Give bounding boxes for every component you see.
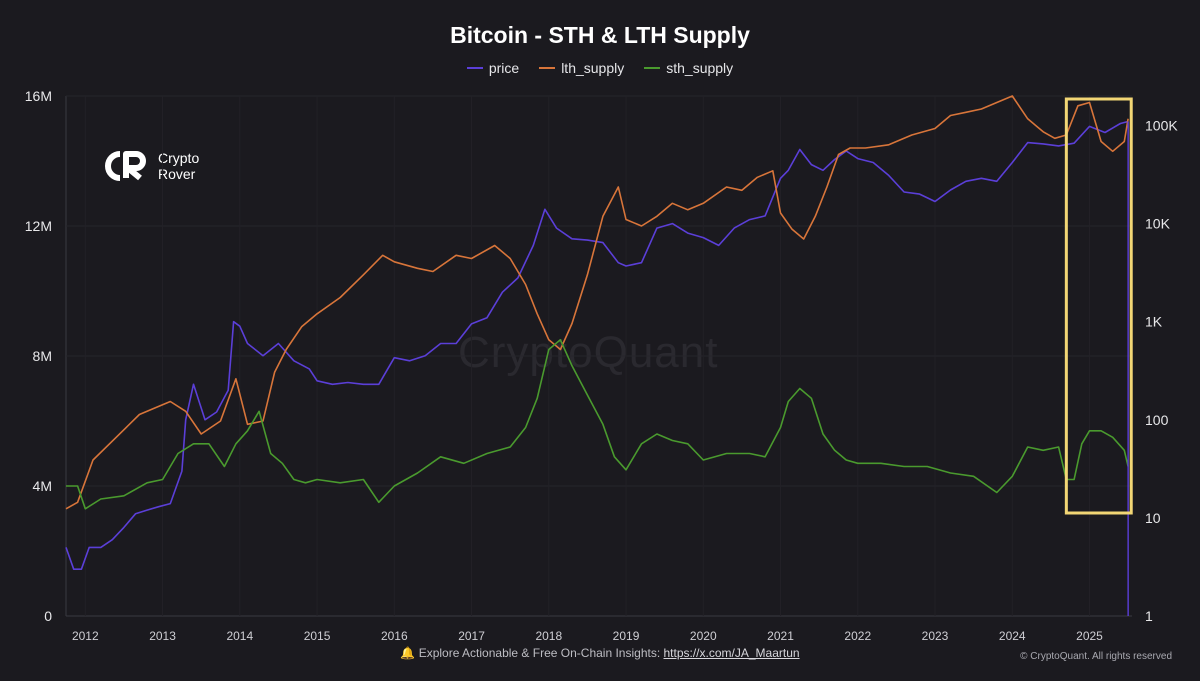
x-tick-label: 2013 [149,629,176,643]
legend-item-lth-supply[interactable]: lth_supply [539,60,624,76]
series-line-lth-supply [65,95,1129,510]
brand-text: Crypto Rover [158,150,199,182]
legend-swatch-price [466,67,483,69]
x-tick-label: 2018 [535,629,562,643]
y-left-tick-label: 12M [25,218,52,234]
legend-label-lth-supply: lth_supply [561,60,625,76]
copyright: © CryptoQuant. All rights reserved [1020,651,1172,662]
x-tick-label: 2014 [226,629,253,643]
legend-item-sth-supply[interactable]: sth_supply [644,60,733,76]
brand-line-1: Crypto [158,150,200,166]
x-tick-label: 2017 [458,629,485,643]
y-left-tick-label: 0 [44,608,52,624]
legend-item-price[interactable]: price [466,60,520,76]
brand-logo: Crypto Rover [104,150,199,182]
y-right-tick-label: 10 [1145,510,1161,526]
legend-label-price: price [488,60,520,76]
y-left-tick-label: 8M [33,348,52,364]
y-left-tick-label: 16M [25,88,52,104]
x-tick-label: 2016 [381,629,408,643]
x-tick-label: 2015 [304,629,331,643]
y-left-tick-label: 4M [33,478,52,494]
highlight-box [1064,97,1133,515]
x-tick-label: 2023 [922,629,949,643]
y-right-tick-label: 10K [1145,216,1171,232]
x-tick-label: 2012 [72,629,99,643]
footer-note: 🔔 Explore Actionable & Free On-Chain Ins… [0,646,1200,660]
series-line-sth-supply [66,338,1129,510]
y-right-tick-label: 100 [1145,412,1169,428]
chart-title: Bitcoin - STH & LTH Supply [450,22,750,48]
series-line-price [65,120,1129,571]
footer-text: 🔔 Explore Actionable & Free On-Chain Ins… [400,646,664,660]
legend-label-sth-supply: sth_supply [666,60,734,76]
legend-swatch-sth-supply [644,67,661,69]
legend: price lth_supply sth_supply [0,60,1200,76]
legend-swatch-lth-supply [539,67,556,69]
y-right-tick-label: 1 [1145,608,1153,624]
x-tick-label: 2019 [613,629,640,643]
footer-link[interactable]: https://x.com/JA_Maartun [663,646,800,660]
x-tick-label: 2024 [999,629,1026,643]
brand-line-2: Rover [158,166,196,182]
crypto-rover-logo-icon [105,151,146,181]
x-tick-label: 2022 [844,629,871,643]
x-tick-label: 2021 [767,629,794,643]
watermark: CryptoQuant [458,328,719,377]
y-right-tick-label: 100K [1145,118,1178,134]
x-tick-label: 2020 [690,629,717,643]
y-right-tick-label: 1K [1145,314,1163,330]
x-tick-label: 2025 [1076,629,1103,643]
